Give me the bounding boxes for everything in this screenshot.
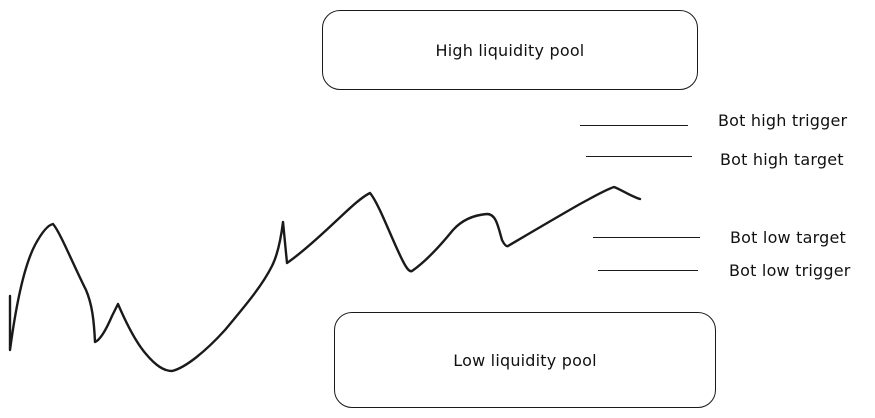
bot-low-trigger-label: Bot low trigger — [729, 261, 851, 280]
bot-low-trigger-line — [598, 270, 698, 271]
bot-low-target-label: Bot low target — [730, 228, 846, 247]
bot-high-trigger-label: Bot high trigger — [718, 111, 848, 130]
bot-low-target-line — [593, 237, 700, 238]
bot-high-target-label: Bot high target — [720, 150, 844, 169]
bot-high-target-line — [586, 156, 692, 157]
high-liquidity-pool-box: High liquidity pool — [322, 10, 698, 90]
high-liquidity-pool-label: High liquidity pool — [435, 40, 585, 60]
price-path-line — [8, 185, 642, 373]
bot-high-trigger-line — [580, 125, 688, 126]
low-liquidity-pool-label: Low liquidity pool — [453, 350, 597, 370]
low-liquidity-pool-box: Low liquidity pool — [334, 312, 716, 408]
